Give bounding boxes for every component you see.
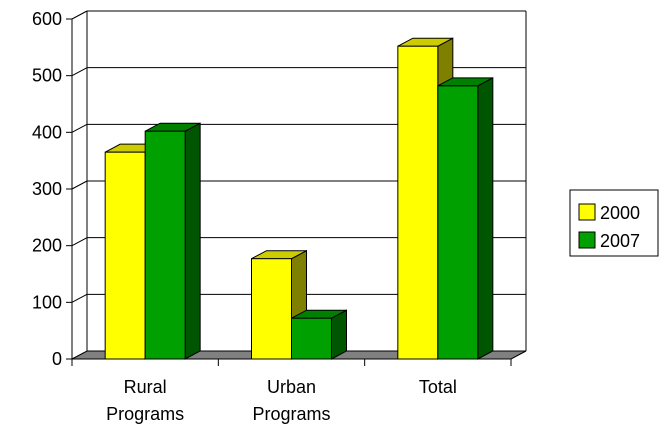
legend-label: 2007: [600, 231, 640, 251]
gridline-side: [71, 180, 88, 190]
y-tick-label: 300: [32, 179, 62, 199]
bar-2007-1: [291, 309, 347, 360]
bar-side: [477, 77, 494, 360]
y-tick-label: 200: [32, 236, 62, 256]
bar-front: [291, 317, 332, 360]
legend-swatch: [578, 231, 596, 249]
bar-front: [437, 85, 479, 360]
bar-front: [144, 130, 186, 360]
gridline-side: [71, 237, 88, 247]
bar-front: [397, 45, 439, 360]
x-category-label: Total: [419, 377, 457, 397]
bar-front: [251, 258, 292, 360]
bars: [104, 37, 494, 360]
x-category-label: Urban: [267, 377, 316, 397]
bar-front: [104, 151, 146, 360]
bar-side: [184, 122, 201, 360]
x-category-label: Programs: [252, 404, 330, 424]
gridline-side: [71, 67, 88, 77]
legend-label: 2000: [600, 203, 640, 223]
gridline-side: [71, 123, 88, 133]
x-category-label: Rural: [124, 377, 167, 397]
y-tick-label: 600: [32, 9, 62, 29]
axes: 0 100 200 300 400 500 600 Rural Programs Urban Pro…: [32, 9, 512, 424]
gridline-side: [71, 293, 88, 303]
bar-2007-0: [144, 122, 201, 360]
y-tick-label: 500: [32, 66, 62, 86]
y-tick-label: 400: [32, 122, 62, 142]
gridline-side: [71, 10, 88, 20]
x-category-label: Programs: [106, 404, 184, 424]
bar-2007-2: [437, 77, 494, 360]
y-tick-label: 100: [32, 292, 62, 312]
y-tick-label: 0: [52, 349, 62, 369]
legend-swatch: [578, 203, 596, 221]
legend: 2000 2007: [569, 189, 659, 257]
